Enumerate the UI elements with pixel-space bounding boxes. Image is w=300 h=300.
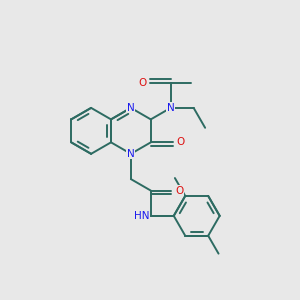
- Text: O: O: [175, 186, 183, 196]
- Text: N: N: [127, 103, 135, 113]
- Text: N: N: [167, 103, 175, 113]
- Text: N: N: [127, 149, 135, 159]
- Text: O: O: [176, 137, 184, 147]
- Text: HN: HN: [134, 211, 149, 221]
- Text: O: O: [138, 78, 146, 88]
